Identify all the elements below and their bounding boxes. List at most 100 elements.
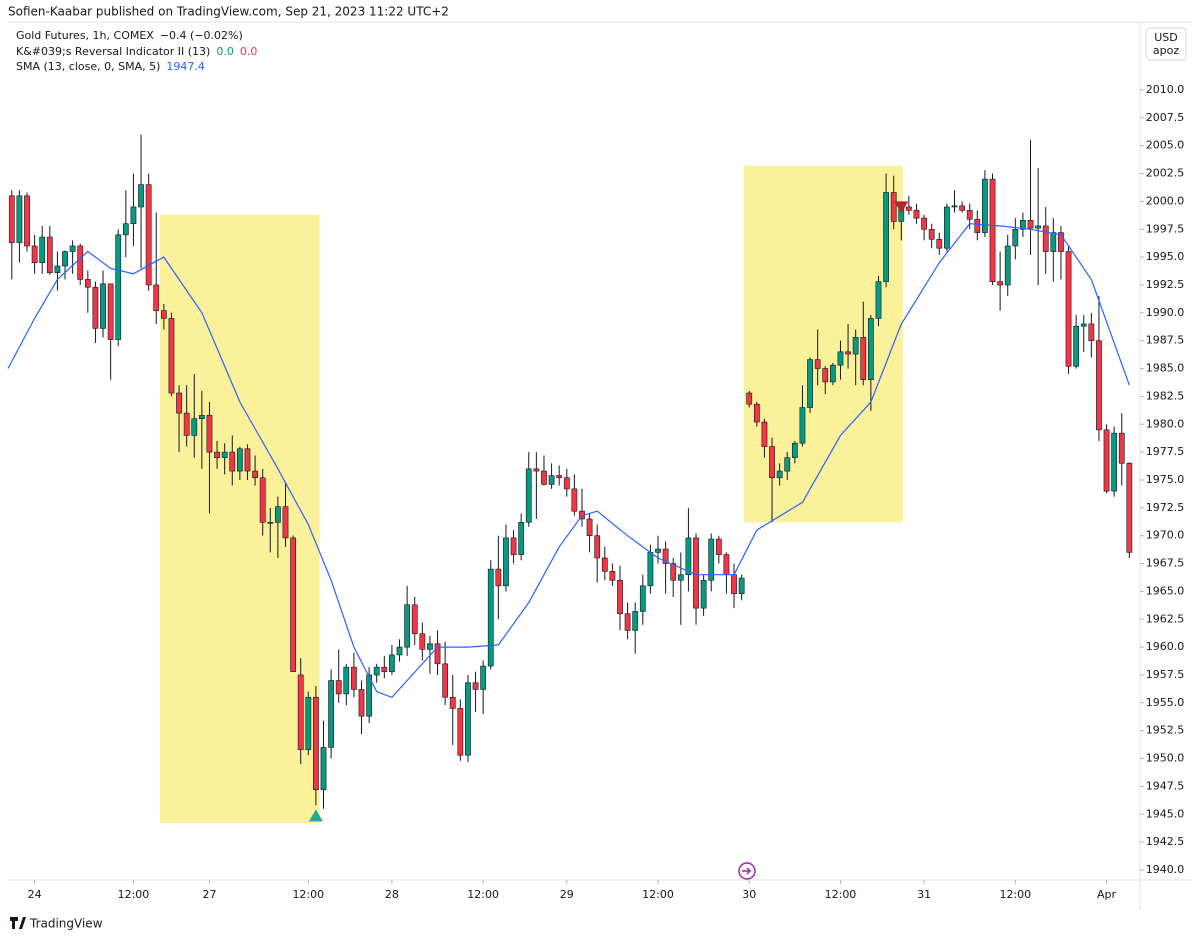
candle-body: [974, 218, 981, 233]
y-tick-label: 1950.0: [1146, 752, 1185, 765]
y-tick-label: 1960.0: [1146, 640, 1185, 653]
candle-body: [662, 548, 669, 564]
candle-body: [647, 552, 654, 587]
candle-body: [221, 451, 228, 458]
candle-body: [852, 337, 859, 355]
candle-body: [62, 251, 68, 267]
y-tick-label: 1992.5: [1146, 278, 1185, 291]
candle-body: [206, 415, 213, 453]
candle-body: [313, 696, 319, 791]
candle-body: [1004, 245, 1011, 286]
candle-body: [282, 506, 289, 539]
candle-body: [883, 192, 889, 282]
logo-mark: [10, 917, 26, 929]
candle-body: [153, 284, 160, 311]
candle-body: [776, 470, 783, 479]
x-tick-label: 12:00: [467, 888, 499, 901]
candle-body: [297, 674, 304, 750]
y-tick-label: 2000.0: [1146, 194, 1185, 207]
x-tick-label: 29: [560, 888, 574, 901]
y-tick-label: 1980.0: [1146, 417, 1185, 430]
change: −0.4 (−0.02%): [160, 29, 243, 42]
x-tick-label: 28: [385, 888, 399, 901]
candle-body: [997, 281, 1004, 286]
candle-body: [746, 392, 753, 405]
x-tick-label: 12:00: [292, 888, 324, 901]
y-tick-label: 1952.5: [1146, 724, 1185, 737]
candle-body: [867, 318, 874, 380]
candle-body: [944, 206, 950, 249]
candle-body: [503, 537, 509, 587]
candle-body: [419, 633, 426, 650]
candle-body: [84, 279, 91, 288]
brand: TradingView: [29, 917, 103, 931]
candle-body: [328, 680, 334, 748]
candle-body: [761, 421, 768, 447]
x-tick-label: 12:00: [999, 888, 1031, 901]
candle-body: [267, 522, 274, 524]
indicator: K&#039;s Reversal Indicator II (13): [16, 45, 210, 58]
candle-body: [723, 554, 730, 575]
candle-body: [236, 448, 243, 472]
y-tick-label: 1947.5: [1146, 779, 1185, 792]
byline: Sofien-Kaabar published on TradingView.c…: [8, 5, 449, 19]
candle-body: [404, 604, 411, 648]
candle-body: [799, 407, 806, 444]
currency-box[interactable]: [1145, 27, 1187, 61]
candle-body: [1042, 225, 1049, 252]
candle-body: [145, 184, 152, 286]
candle-body: [54, 265, 61, 274]
y-tick-label: 2005.0: [1146, 139, 1185, 152]
candle-body: [738, 577, 745, 594]
candle-body: [168, 318, 175, 394]
symbol: Gold Futures, 1h, COMEX: [16, 29, 154, 42]
candle-body: [122, 223, 129, 236]
candle-body: [822, 368, 829, 383]
candle-body: [693, 537, 699, 609]
candle-body: [396, 646, 403, 656]
candle-body: [609, 571, 616, 581]
candle-body: [548, 475, 555, 485]
candle-body: [966, 210, 973, 220]
candle-body: [1050, 232, 1057, 252]
candle-body: [1111, 432, 1118, 492]
candle-body: [77, 245, 84, 280]
candle-body: [495, 568, 502, 587]
candle-body: [936, 238, 943, 249]
candle-body: [921, 217, 927, 230]
candle-body: [989, 178, 996, 282]
candle-body: [480, 665, 487, 690]
candle-body: [183, 412, 190, 436]
candle-body: [427, 643, 433, 650]
sma-value: 1947.4: [166, 60, 205, 73]
candle-body: [1065, 251, 1072, 367]
candle-body: [525, 468, 532, 523]
indicator-down: 0.0: [240, 45, 258, 58]
events-icon[interactable]: [738, 862, 756, 880]
y-tick-label: 1975.0: [1146, 473, 1185, 486]
y-tick-label: 2002.5: [1146, 167, 1185, 180]
legend-indicator: K&#039;s Reversal Indicator II (13) 0.0 0.…: [16, 45, 257, 58]
candle-body: [191, 418, 198, 436]
candle-body: [845, 351, 851, 355]
candle-body: [24, 195, 30, 247]
y-tick-label: 1945.0: [1146, 807, 1185, 820]
y-tick-label: 1972.5: [1146, 501, 1185, 514]
y-tick-label: 1967.5: [1146, 557, 1185, 570]
candle-body: [753, 403, 760, 423]
candle-body: [518, 522, 525, 555]
x-tick-label: 27: [202, 888, 216, 901]
candle-body: [16, 195, 23, 243]
y-tick-label: 1982.5: [1146, 389, 1185, 402]
x-tick-label: 12:00: [118, 888, 150, 901]
logo[interactable]: TradingView: [10, 917, 103, 931]
candle-body: [807, 359, 813, 408]
candle-body: [556, 475, 563, 479]
candle-body: [1012, 228, 1019, 247]
candle-body: [335, 680, 342, 695]
candle-body: [1103, 429, 1110, 492]
candle-body: [1126, 462, 1133, 553]
candle-body: [951, 205, 958, 208]
candle-body: [449, 696, 456, 709]
legend-symbol: Gold Futures, 1h, COMEX −0.4 (−0.02%): [16, 29, 243, 42]
